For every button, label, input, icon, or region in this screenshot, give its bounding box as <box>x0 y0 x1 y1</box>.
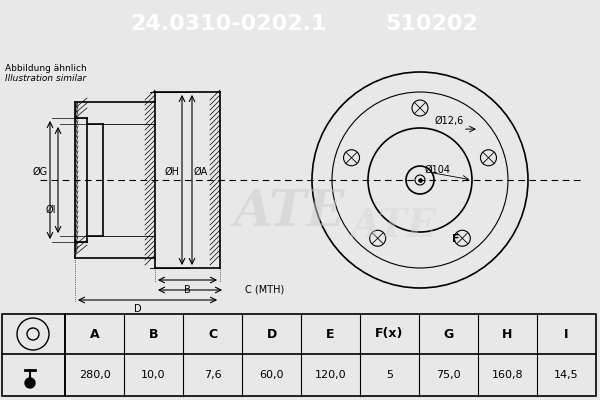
Text: 10,0: 10,0 <box>141 370 166 380</box>
Text: H: H <box>502 328 512 340</box>
Text: ØG: ØG <box>33 167 48 177</box>
Text: B: B <box>149 328 158 340</box>
Text: Illustration similar: Illustration similar <box>5 74 86 83</box>
Text: 7,6: 7,6 <box>203 370 221 380</box>
Text: G: G <box>443 328 454 340</box>
Text: 5: 5 <box>386 370 393 380</box>
Text: ØI: ØI <box>46 205 56 215</box>
Text: 160,8: 160,8 <box>491 370 523 380</box>
Text: 510202: 510202 <box>386 14 478 34</box>
Text: D: D <box>134 304 142 314</box>
Text: F: F <box>452 234 460 244</box>
Text: C (MTH): C (MTH) <box>245 285 284 295</box>
Text: C: C <box>208 328 217 340</box>
Text: Abbildung ähnlich: Abbildung ähnlich <box>5 64 87 73</box>
Text: 60,0: 60,0 <box>259 370 284 380</box>
Bar <box>2 314 65 396</box>
Bar <box>65 314 596 396</box>
Circle shape <box>25 378 35 388</box>
Text: Ø104: Ø104 <box>425 165 451 175</box>
Text: A: A <box>89 328 100 340</box>
Text: I: I <box>564 328 569 340</box>
Text: ATE: ATE <box>235 188 346 236</box>
Text: ØA: ØA <box>194 167 208 177</box>
Text: Ø12,6: Ø12,6 <box>435 116 464 126</box>
Text: E: E <box>326 328 335 340</box>
Text: 24.0310-0202.1: 24.0310-0202.1 <box>130 14 326 34</box>
Text: ATE: ATE <box>350 207 437 245</box>
Text: D: D <box>266 328 277 340</box>
Text: ØH: ØH <box>165 167 180 177</box>
Text: B: B <box>184 285 191 295</box>
Text: 75,0: 75,0 <box>436 370 461 380</box>
Text: 280,0: 280,0 <box>79 370 110 380</box>
Text: F(x): F(x) <box>376 328 404 340</box>
Text: 14,5: 14,5 <box>554 370 579 380</box>
Text: 120,0: 120,0 <box>314 370 346 380</box>
